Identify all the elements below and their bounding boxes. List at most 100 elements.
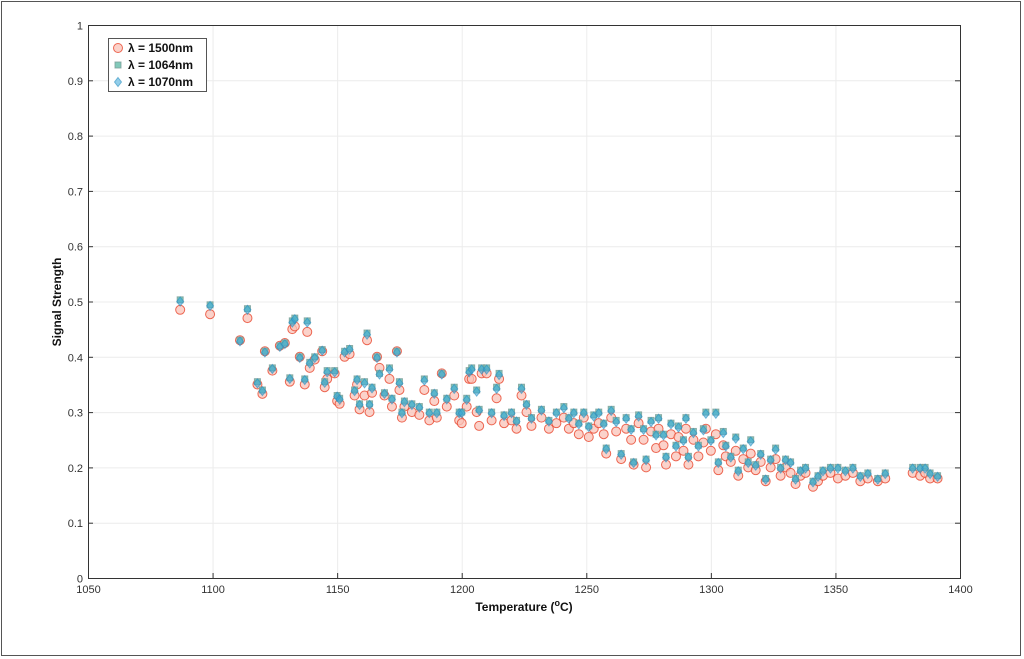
data-point (684, 452, 693, 463)
y-axis-label: Signal Strength (50, 258, 64, 347)
data-point (457, 407, 466, 419)
data-point (776, 463, 785, 474)
y-tick-label: 1 (77, 21, 83, 33)
x-axis-label-text: Temperature ( (475, 600, 554, 614)
x-axis-label-sup: o (554, 598, 560, 608)
data-point (873, 474, 882, 485)
data-point (300, 374, 309, 386)
data-point (731, 433, 740, 444)
data-point (801, 463, 810, 474)
data-point (295, 352, 304, 364)
data-point (302, 326, 313, 337)
data-point (569, 407, 578, 419)
data-point (260, 347, 270, 358)
data-point (863, 468, 872, 480)
data-point (352, 374, 362, 386)
data-point (303, 317, 312, 328)
data-point (491, 393, 502, 404)
data-point (420, 375, 429, 386)
data-point (425, 407, 434, 419)
data-point (544, 416, 554, 427)
data-point (771, 444, 780, 456)
data-point (499, 410, 509, 422)
data-point (517, 383, 526, 395)
y-tick-label: 0.7 (68, 186, 83, 198)
data-point (475, 405, 484, 416)
data-point (746, 436, 755, 447)
data-point (176, 296, 185, 307)
data-point (564, 413, 573, 425)
data-point (626, 434, 637, 445)
y-tick-label: 0 (77, 574, 83, 586)
data-point (442, 394, 451, 405)
y-tick-label: 0.2 (68, 463, 83, 475)
legend-marker-circle (113, 43, 123, 53)
data-point (602, 443, 611, 455)
data-point (395, 378, 404, 389)
data-point (280, 338, 289, 350)
data-point (679, 435, 688, 447)
data-point (739, 443, 748, 455)
x-tick-label: 1350 (824, 584, 848, 596)
data-point (881, 468, 890, 480)
x-tick-label: 1200 (450, 584, 474, 596)
x-tick-label: 1100 (201, 584, 225, 596)
data-point (818, 465, 828, 477)
data-point (833, 463, 843, 474)
data-point (579, 407, 588, 419)
data-point (920, 463, 930, 474)
data-point (362, 329, 372, 340)
data-point (848, 463, 858, 474)
data-point (584, 421, 593, 433)
data-point (253, 378, 262, 389)
data-point (430, 388, 439, 400)
data-point (537, 405, 546, 416)
data-point (552, 407, 561, 419)
data-point (611, 426, 622, 437)
legend-label: λ = 1500nm (128, 41, 193, 55)
data-point (638, 434, 649, 445)
data-point (612, 416, 621, 428)
data-point (397, 407, 407, 419)
x-tick-label: 1050 (76, 584, 100, 596)
data-point (432, 407, 441, 419)
data-point (654, 413, 663, 425)
data-point (841, 465, 850, 477)
data-point (808, 477, 818, 488)
data-point (419, 384, 430, 395)
data-point (355, 399, 364, 411)
data-point (350, 385, 359, 397)
data-point (415, 402, 424, 413)
data-point (658, 440, 669, 451)
data-point (617, 449, 626, 460)
data-point (670, 451, 681, 462)
y-tick-label: 0.4 (68, 352, 83, 364)
data-point (719, 427, 728, 439)
data-point (629, 457, 638, 469)
data-point (320, 377, 329, 389)
data-point (472, 386, 481, 397)
legend-box (108, 38, 207, 92)
data-point (268, 363, 277, 375)
data-point (360, 378, 369, 389)
data-point (721, 441, 730, 452)
data-point (680, 423, 691, 434)
data-point (573, 429, 584, 440)
x-axis-label: Temperature (oC) (475, 598, 572, 614)
data-point (681, 413, 691, 425)
x-tick-label: 1150 (326, 584, 350, 596)
data-point (285, 373, 294, 385)
data-point (205, 300, 215, 312)
legend: λ = 1500nm λ = 1064nm λ = 1070nm (108, 38, 207, 92)
data-point (639, 424, 648, 436)
data-point (607, 405, 616, 417)
data-point (487, 407, 496, 419)
data-point (380, 388, 389, 400)
data-point (693, 451, 704, 462)
data-point (494, 369, 504, 381)
data-point (385, 364, 394, 375)
data-point (701, 408, 711, 420)
data-point (482, 364, 491, 375)
data-point (507, 407, 516, 419)
